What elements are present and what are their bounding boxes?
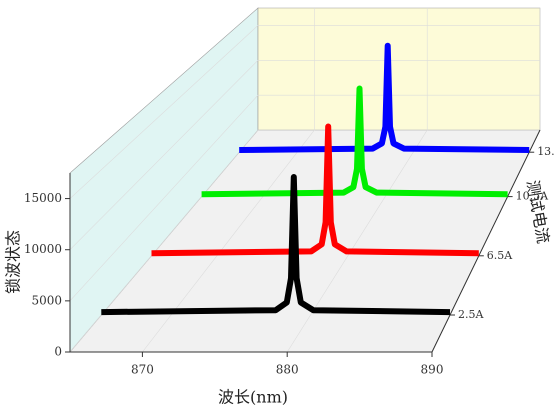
- z-tick-label: 2.5A: [458, 308, 484, 321]
- grid-line: [69, 25, 540, 199]
- y-tick-label: 0: [54, 345, 62, 359]
- y-tick-label: 15000: [24, 191, 62, 205]
- z-tick-label: 13.5A: [537, 145, 554, 158]
- z-tick-label: 6.5A: [487, 249, 513, 262]
- spectrum-line: [151, 123, 479, 257]
- grid-line: [286, 8, 428, 353]
- z-axis: [431, 129, 541, 353]
- spectrum-line: [101, 174, 451, 316]
- y-tick-label: 10000: [24, 242, 62, 256]
- y-axis-title: 锁波状态: [4, 230, 23, 294]
- x-tick-label: 890: [421, 363, 444, 377]
- z-axis-title: 测试电流: [523, 179, 553, 245]
- grid-line: [69, 59, 540, 250]
- back-wall: [257, 7, 541, 131]
- y-tick-label: 5000: [31, 293, 62, 307]
- x-axis-title: 波长(nm): [218, 388, 288, 407]
- grid-line: [142, 8, 315, 353]
- grid-line: [69, 94, 540, 302]
- spectrum-line: [239, 42, 530, 153]
- z-tick-label: 10.5A: [516, 190, 549, 203]
- spectrum-line: [201, 85, 508, 198]
- x-tick-label: 870: [131, 363, 154, 377]
- grid-line: [69, 129, 540, 353]
- x-tick-label: 880: [276, 363, 299, 377]
